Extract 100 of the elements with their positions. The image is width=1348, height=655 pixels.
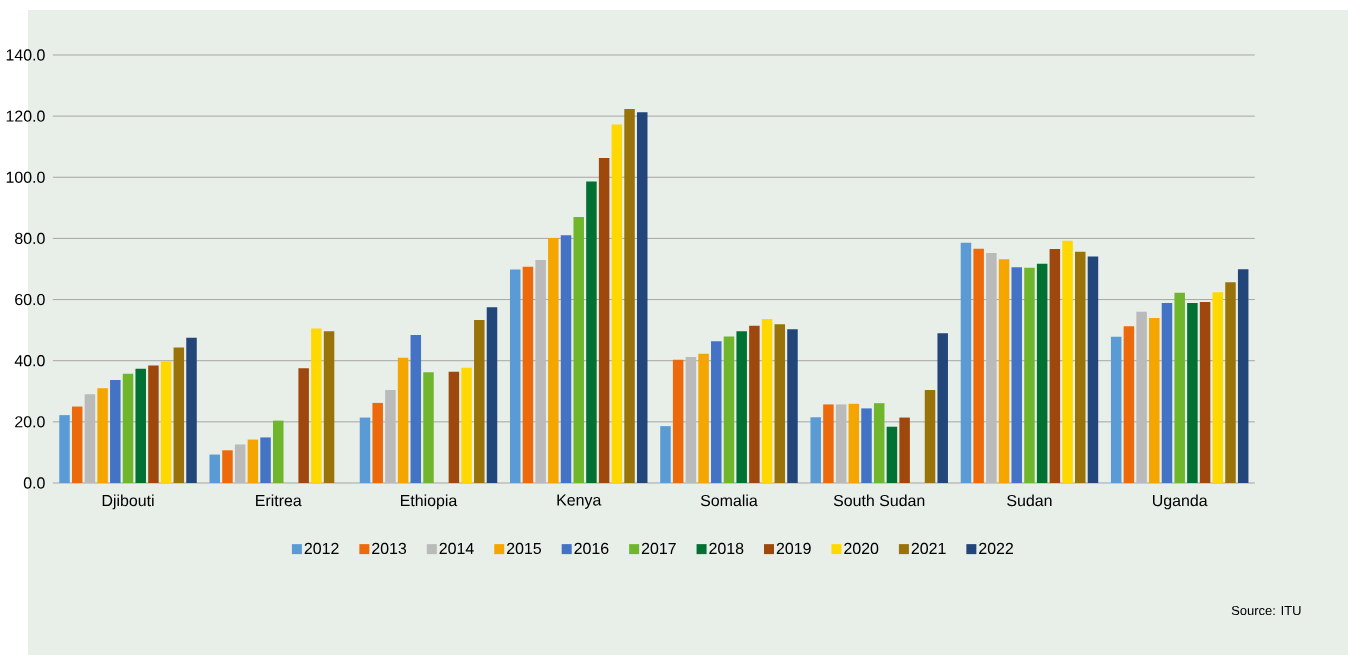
x-tick-label: Djibouti [102,494,154,510]
bar [461,367,472,483]
bar [787,329,798,483]
bar [298,368,309,483]
bar [873,403,885,483]
bar [736,331,747,483]
bar [1062,240,1073,483]
bar [122,373,134,483]
bar [71,406,83,483]
bar [886,426,898,483]
source-note: Source: ITU [1231,605,1301,616]
bar [247,439,259,483]
bar [924,390,936,483]
bar [1237,269,1249,483]
x-tick-label: Sudan [1007,494,1052,507]
bar [937,333,948,483]
bar [97,388,108,483]
bar [423,372,434,483]
bar [1174,292,1185,483]
x-tick-label: South Sudan [833,494,925,507]
bar [960,242,972,483]
x-tick-label: Kenya [557,494,602,509]
bar [573,217,584,483]
bar [1011,267,1023,483]
legend-label: 2012 [304,542,339,555]
bar [1075,251,1086,483]
y-tick-label: 140.0 [6,49,45,61]
y-tick-label: 100.0 [6,171,45,183]
legend-label: 2015 [507,542,541,555]
bar [749,325,760,483]
bar [560,235,572,483]
y-tick-label: 0.0 [23,477,45,489]
bar [861,408,872,483]
bar [486,307,498,483]
bar [986,253,997,483]
bar [848,403,860,483]
x-tick-label: Ethiopia [401,494,458,510]
bar [222,450,233,483]
bar [234,444,246,483]
bar [260,437,271,483]
bar [1187,302,1198,483]
bar [1110,336,1122,483]
bar [323,331,335,483]
bar [998,259,1010,483]
y-tick-label: 60.0 [15,293,45,306]
bar [160,361,172,483]
bar [1199,302,1211,483]
y-tick-label: 40.0 [14,355,45,367]
bar [1036,263,1048,483]
bar [1149,317,1160,483]
bar [1225,282,1236,483]
bar [711,341,722,483]
bar [522,266,534,483]
bar [973,248,984,483]
x-tick-label: Uganda [1153,494,1208,510]
bar [84,394,96,483]
bar [359,417,371,483]
y-tick-label: 120.0 [6,110,45,122]
bar [761,319,773,483]
bar [586,181,597,483]
legend-label: 2020 [844,542,879,555]
x-tick-label: Somalia [700,494,758,507]
legend-label: 2014 [439,542,474,555]
bar [448,371,460,483]
bar [698,353,709,483]
legend-label: 2021 [911,542,946,555]
bar [474,320,485,483]
x-tick-label: Eritrea [256,494,302,507]
bar [59,415,70,483]
bar [823,404,834,483]
bar [186,337,197,483]
bar [611,124,623,483]
bar [685,357,697,483]
bar [598,158,610,483]
bar [385,390,396,483]
bar [1212,292,1224,483]
legend-label: 2022 [979,542,1013,555]
bar [135,368,146,483]
bar [899,417,910,483]
bar [1161,302,1173,483]
bar [548,238,559,483]
legend-label: 2017 [641,542,676,555]
legend-label: 2016 [574,542,609,555]
legend-label: 2019 [776,542,811,555]
bar [1049,249,1061,483]
bar [624,109,635,483]
bar [810,417,821,483]
bar [110,379,121,483]
legend-label: 2018 [709,542,744,555]
bar [774,324,786,483]
bar [1087,256,1099,483]
bar [535,260,546,483]
bar [209,454,221,483]
y-tick-label: 80.0 [15,232,45,245]
bar [1024,267,1035,483]
bar [509,269,521,483]
bar [672,359,684,483]
bar [835,404,847,483]
bar [148,365,159,483]
bar [311,328,322,483]
